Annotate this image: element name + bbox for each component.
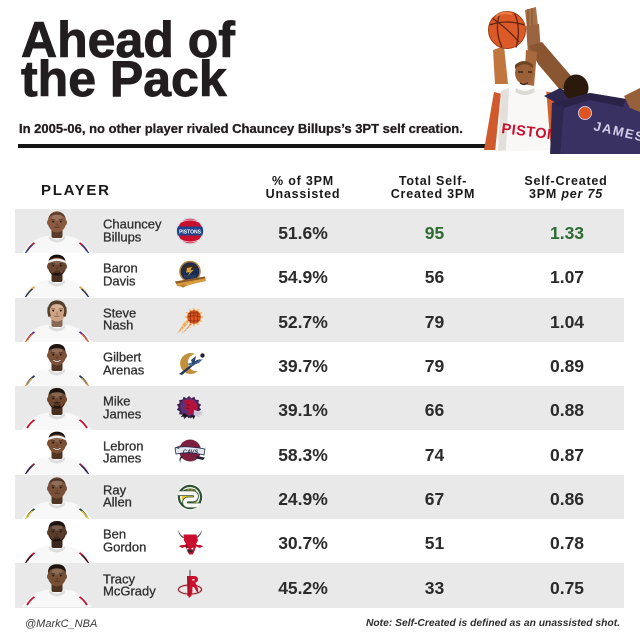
svg-text:CAVS: CAVS [183,450,198,456]
svg-text:PISTONS: PISTONS [179,230,202,236]
